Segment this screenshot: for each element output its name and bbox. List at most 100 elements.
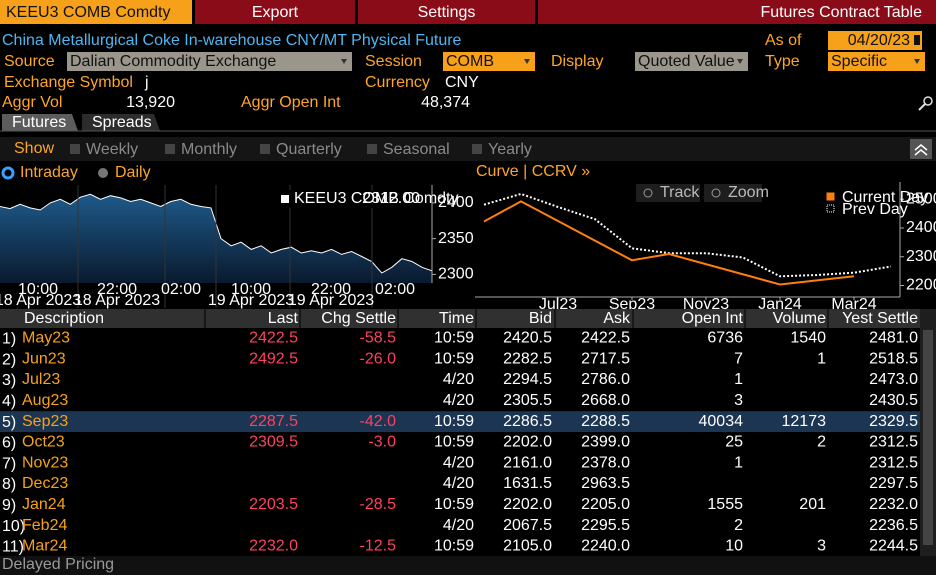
cell: 1 — [734, 454, 743, 471]
cell: 1631.5 — [503, 475, 552, 492]
contract-name: May23 — [22, 330, 70, 347]
cell: 2963.5 — [581, 475, 630, 492]
column-header: Volume — [773, 310, 826, 327]
checkbox[interactable] — [70, 144, 80, 154]
x-tick-label: Mar24 — [831, 296, 876, 313]
dropdown-arrow — [524, 59, 530, 64]
cell: 2105.0 — [503, 538, 552, 555]
x-tick-label: 02:00 — [375, 281, 415, 298]
tab[interactable] — [2, 114, 78, 131]
button-icon — [711, 188, 721, 198]
cell: 2205.0 — [581, 496, 630, 513]
dropdown-value: COMB — [446, 53, 494, 70]
legend-value: 2312.00 — [362, 190, 420, 207]
chart-button[interactable] — [704, 184, 762, 202]
checkbox[interactable] — [260, 144, 270, 154]
date-input[interactable] — [828, 31, 922, 50]
cell: 2244.5 — [869, 538, 918, 555]
dropdown[interactable] — [828, 52, 925, 71]
cell: 2312.5 — [869, 434, 918, 451]
row-number: 3) — [2, 372, 16, 389]
contract-name: Sep23 — [22, 413, 68, 430]
menu-button[interactable] — [358, 0, 535, 24]
cell: 4/20 — [443, 371, 474, 388]
y-tick-label: 2300 — [438, 266, 474, 283]
cell: 7 — [734, 350, 743, 367]
cell: 1540 — [790, 330, 826, 347]
x-tick-label: 18 Apr 2023 — [0, 292, 81, 309]
cell: -58.5 — [360, 330, 397, 347]
cell: 2232.0 — [869, 496, 918, 513]
security-name: China Metallurgical Coke In-warehouse CN… — [2, 32, 462, 49]
cell: 2203.5 — [249, 496, 298, 513]
row-highlight[interactable] — [0, 411, 920, 432]
cell: 2240.0 — [581, 538, 630, 555]
cell: 2295.5 — [581, 517, 630, 534]
cell: 2668.0 — [581, 392, 630, 409]
y-tick-label: 2300 — [906, 248, 936, 265]
x-tick-label: 10:00 — [18, 281, 58, 298]
cell: 2305.5 — [503, 392, 552, 409]
radio-label: Daily — [115, 164, 151, 181]
dropdown[interactable] — [443, 52, 535, 71]
cell: -26.0 — [360, 350, 397, 367]
cell: 2422.5 — [249, 330, 298, 347]
contract-name: Aug23 — [22, 392, 68, 409]
x-tick-label: Sep23 — [609, 296, 655, 313]
checkbox[interactable] — [472, 144, 482, 154]
title-bar — [538, 0, 936, 24]
button-icon — [643, 188, 653, 198]
search-icon[interactable] — [923, 96, 933, 106]
column-header: Last — [268, 310, 299, 327]
contract-name: Oct23 — [22, 434, 65, 451]
cell: 2 — [734, 517, 743, 534]
cell: 2492.5 — [249, 350, 298, 367]
menu-button[interactable] — [195, 0, 355, 24]
scrollbar-thumb[interactable] — [923, 330, 933, 545]
cell: 2717.5 — [581, 350, 630, 367]
y-tick-label: 2400 — [906, 219, 936, 236]
x-tick-label: Nov23 — [683, 296, 729, 313]
cell: 2 — [817, 434, 826, 451]
cell: 10:59 — [434, 350, 474, 367]
collapse-button[interactable] — [910, 139, 932, 159]
footer-text: Delayed Pricing — [2, 556, 114, 573]
checkbox-label: Monthly — [181, 141, 237, 158]
value: CNY — [445, 74, 479, 91]
chart-button[interactable] — [636, 184, 700, 202]
options-bar — [0, 137, 936, 161]
checkbox[interactable] — [367, 144, 377, 154]
table-header — [0, 309, 920, 328]
calendar-icon — [914, 35, 920, 45]
label: Aggr Vol — [2, 94, 62, 111]
cell: 10:59 — [434, 434, 474, 451]
cell: 2297.5 — [869, 475, 918, 492]
cell: 10:59 — [434, 413, 474, 430]
cell: -28.5 — [360, 496, 397, 513]
chart-title: Curve | CCRV » — [476, 163, 590, 180]
cell: 2161.0 — [503, 454, 552, 471]
tab[interactable] — [82, 114, 160, 131]
row-number: 7) — [2, 455, 16, 472]
cell: -12.5 — [360, 538, 397, 555]
radio[interactable] — [1, 166, 15, 180]
column-header: Time — [439, 310, 474, 327]
menu-label: Settings — [418, 4, 476, 21]
cell: 25 — [725, 434, 743, 451]
radio[interactable] — [98, 168, 108, 178]
legend-swatch — [826, 204, 835, 213]
cell: 2288.5 — [581, 413, 630, 430]
cell: 1 — [817, 350, 826, 367]
x-tick-label: 18 Apr 2023 — [74, 292, 160, 309]
cell: 2294.5 — [503, 371, 552, 388]
dropdown[interactable] — [67, 52, 352, 71]
x-tick-label: 19 Apr 2023 — [288, 292, 374, 309]
dropdown[interactable] — [635, 52, 748, 71]
cell: 2422.5 — [581, 330, 630, 347]
label: Source — [4, 53, 55, 70]
checkbox[interactable] — [165, 144, 175, 154]
column-header: Ask — [603, 310, 631, 327]
contract-name: Dec23 — [22, 475, 68, 492]
curve-line — [483, 200, 855, 286]
